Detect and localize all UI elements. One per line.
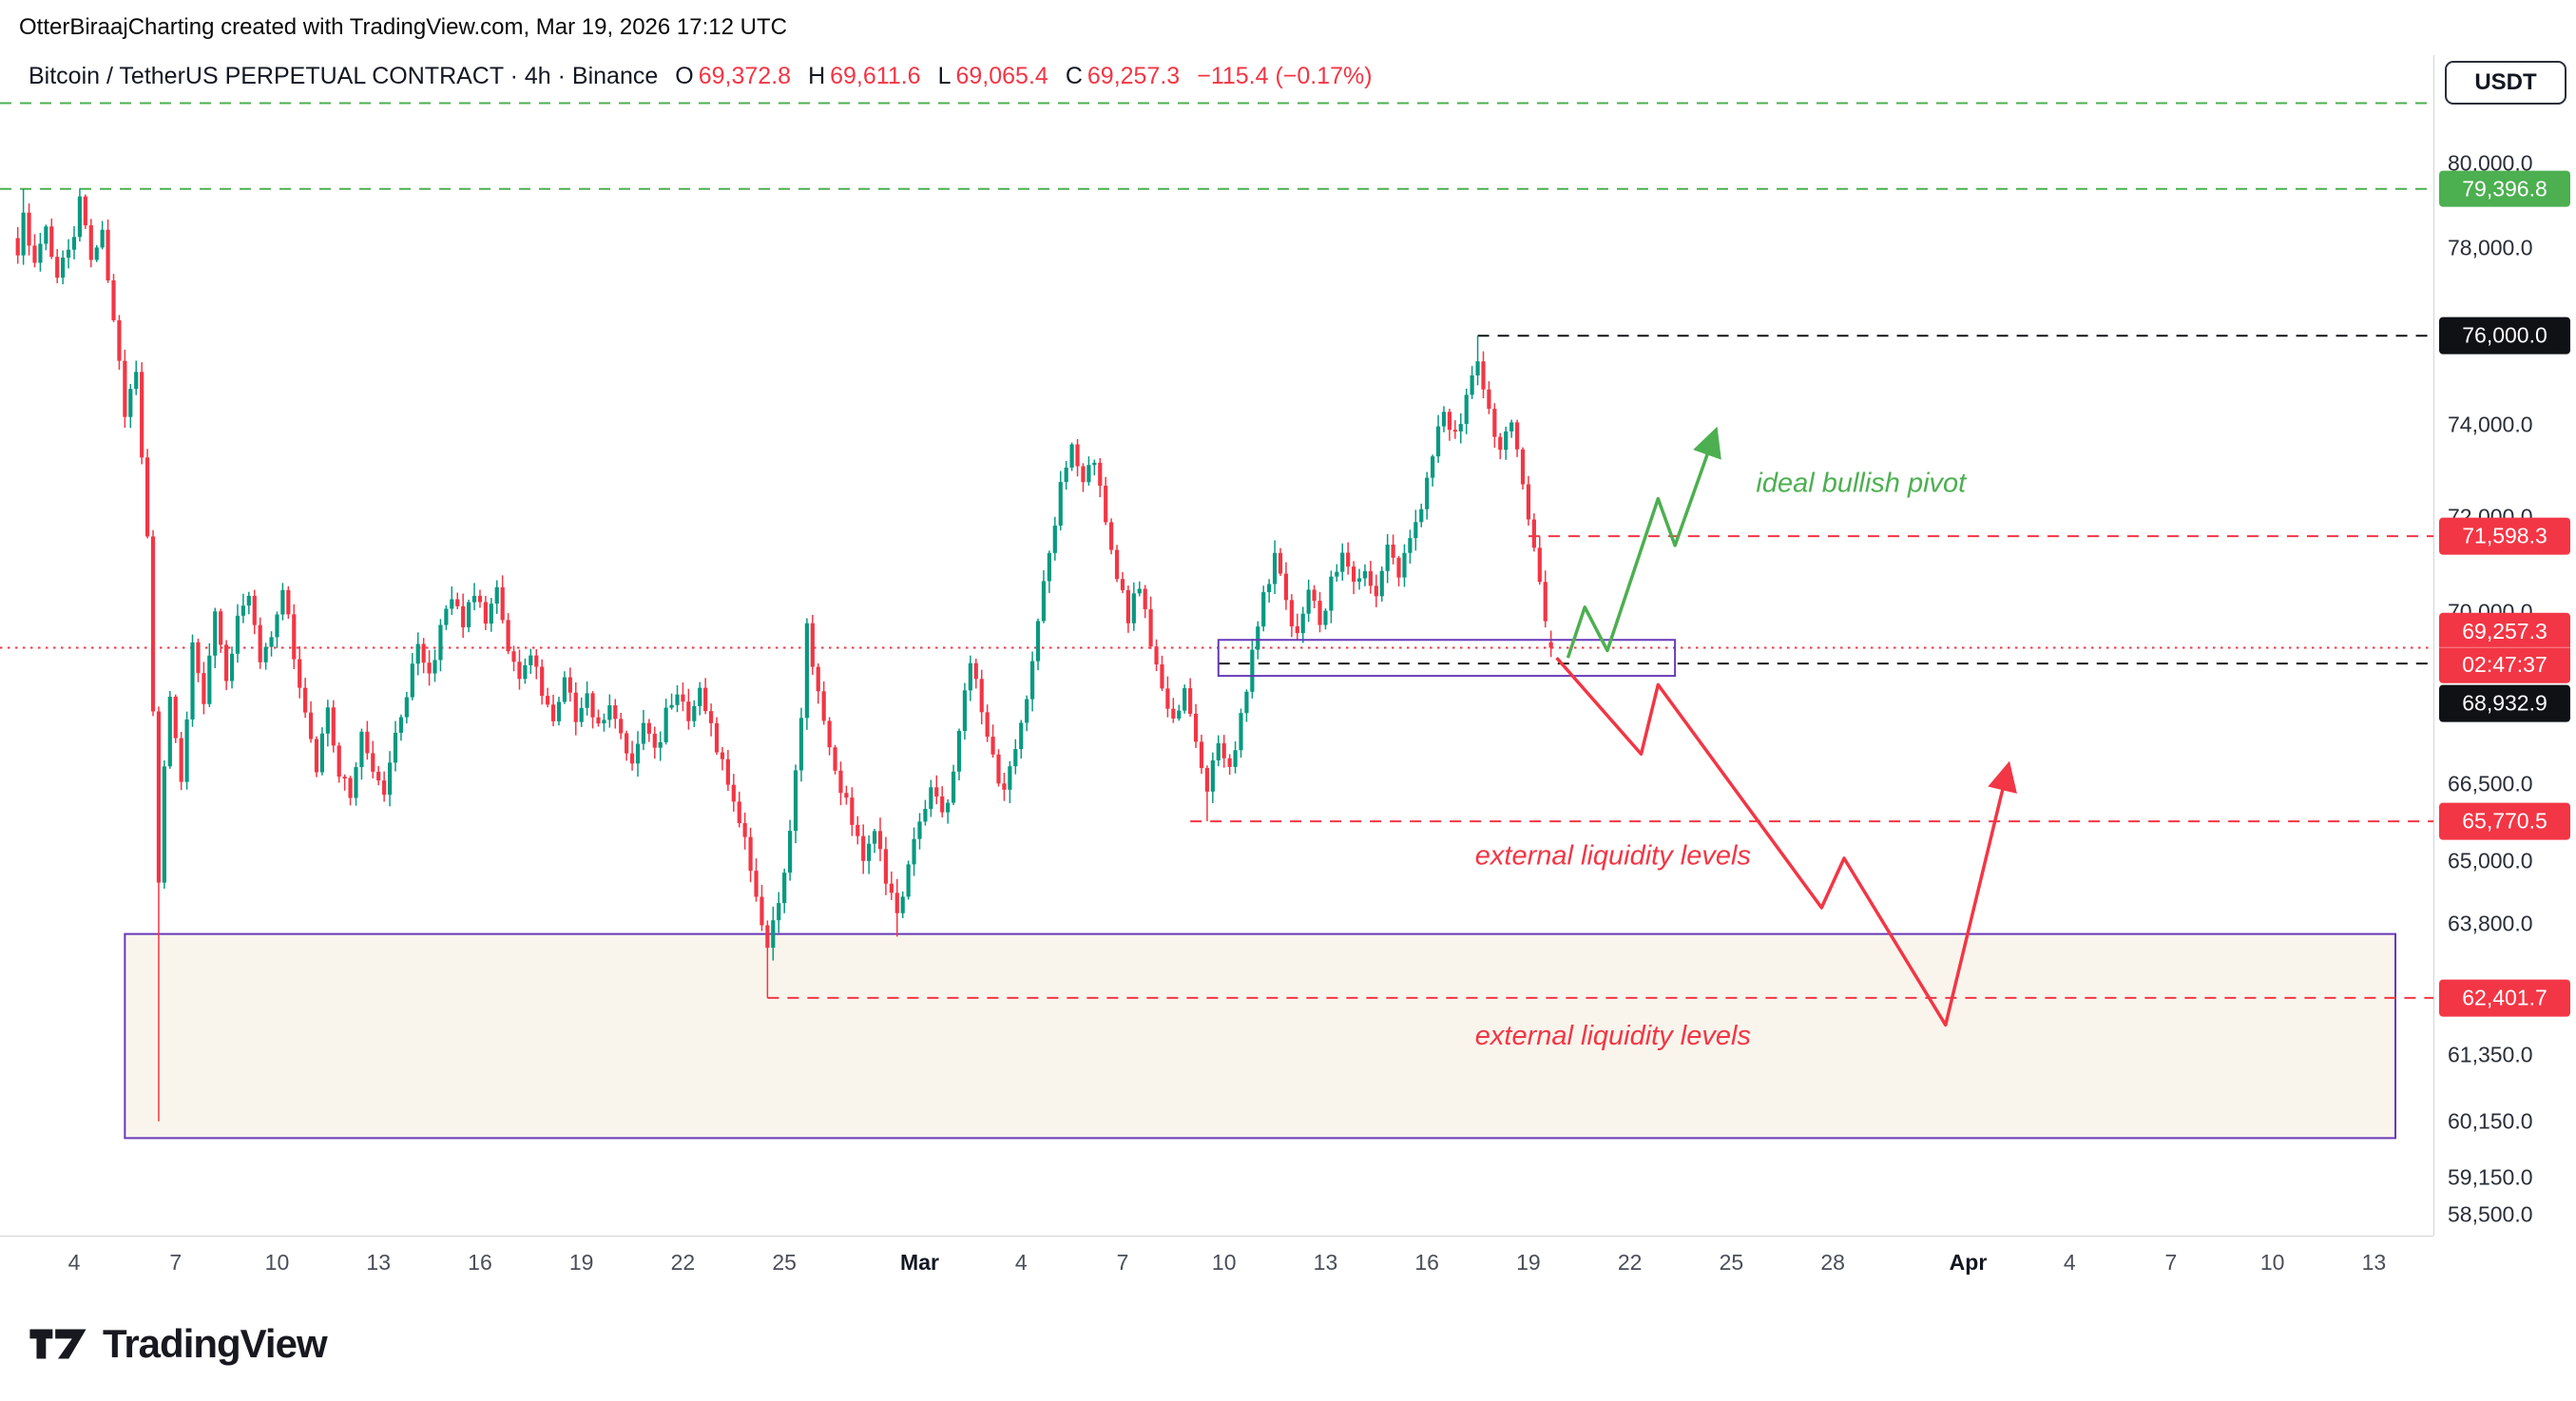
price-axis-label: 59,150.0: [2448, 1164, 2533, 1190]
chart-annotation: external liquidity levels: [1475, 1021, 1751, 1051]
price-axis-label: 65,000.0: [2448, 848, 2533, 873]
change-value: −115.4 (−0.17%): [1197, 63, 1373, 89]
ohlc-open-value: 69,372.8: [698, 63, 792, 89]
price-axis-label: 78,000.0: [2448, 235, 2533, 260]
time-axis-label: 19: [568, 1250, 594, 1275]
time-axis-label: 16: [468, 1250, 492, 1275]
external-liquidity-zone-box: [124, 932, 2396, 1140]
time-axis-label: 10: [2259, 1250, 2285, 1275]
countdown-badge: 02:47:37: [2439, 647, 2570, 679]
ohlc-high-label: H: [808, 63, 826, 89]
ohlc-close-value: 69,257.3: [1086, 63, 1181, 89]
time-axis-label: 7: [169, 1250, 183, 1275]
time-axis-label: 25: [1719, 1250, 1744, 1275]
ohlc-close: C 69,257.3: [1066, 63, 1180, 90]
time-axis-label: Mar: [900, 1250, 939, 1275]
time-axis-label: 13: [366, 1250, 392, 1275]
currency-usdt-button[interactable]: USDT: [2445, 61, 2566, 105]
price-axis[interactable]: 80,000.078,000.074,000.072,000.070,000.0…: [2433, 55, 2576, 1236]
bullish-scenario-arrow: [1566, 426, 1721, 659]
time-axis-label: 19: [1516, 1250, 1541, 1275]
ohlc-close-label: C: [1065, 63, 1083, 89]
current-price-badge: 69,257.3 02:47:37: [2439, 612, 2570, 683]
price-axis-label: 58,500.0: [2448, 1201, 2533, 1227]
time-axis-label: 28: [1820, 1250, 1845, 1275]
chart-region[interactable]: ideal bullish pivot external liquidity le…: [0, 55, 2576, 1295]
attribution-text: OtterBiraajCharting created with Trading…: [19, 14, 787, 40]
tradingview-logo-icon: [29, 1329, 87, 1359]
time-axis-label: 10: [1211, 1250, 1237, 1275]
time-axis[interactable]: 4 7 10 13 16 19 22 25 Mar 4 7 10 13 16 19 22 25 28 Apr 4 7 10…: [0, 1236, 2433, 1295]
bearish-scenario-arrow: [1555, 656, 2017, 1027]
time-axis-label: 22: [1617, 1250, 1643, 1275]
chart-canvas[interactable]: ideal bullish pivot external liquidity le…: [0, 55, 2576, 1295]
time-axis-label: 4: [67, 1250, 81, 1275]
price-axis-label: 61,350.0: [2448, 1042, 2533, 1067]
time-axis-label: 4: [1014, 1250, 1028, 1275]
chart-annotation: ideal bullish pivot: [1756, 468, 1968, 498]
ohlc-open: O 69,372.8: [675, 63, 791, 90]
price-axis-label: 63,800.0: [2448, 911, 2533, 936]
time-axis-label: 16: [1414, 1250, 1439, 1275]
level-badge-65770: 65,770.5: [2439, 802, 2570, 840]
time-axis-label: 7: [1116, 1250, 1129, 1275]
ohlc-open-label: O: [675, 63, 694, 89]
attribution-bar: OtterBiraajCharting created with Trading…: [0, 0, 2576, 55]
price-axis-label: 66,500.0: [2448, 771, 2533, 796]
demand-zone-box: [1217, 639, 1677, 678]
tradingview-logo[interactable]: TradingView: [29, 1321, 328, 1367]
candles: [15, 188, 1553, 1122]
level-badge-71598: 71,598.3: [2439, 517, 2570, 555]
level-badge-62401: 62,401.7: [2439, 979, 2570, 1017]
symbol-title: Bitcoin / TetherUS PERPETUAL CONTRACT · …: [29, 63, 659, 89]
level-badge-68932: 68,932.9: [2439, 684, 2570, 722]
time-axis-label: 7: [2164, 1250, 2178, 1275]
price-axis-label: 74,000.0: [2448, 412, 2533, 437]
price-axis-label: 60,150.0: [2448, 1108, 2533, 1134]
time-axis-label: 13: [1313, 1250, 1338, 1275]
time-axis-label: 25: [772, 1250, 797, 1275]
ohlc-low-label: L: [937, 63, 952, 89]
time-axis-label: 10: [264, 1250, 290, 1275]
time-axis-label: 13: [2361, 1250, 2387, 1275]
tradingview-wordmark: TradingView: [103, 1321, 328, 1366]
time-axis-label: 22: [670, 1250, 696, 1275]
symbol-legend: Bitcoin / TetherUS PERPETUAL CONTRACT · …: [29, 63, 1373, 90]
ohlc-low: L 69,065.4: [938, 63, 1048, 90]
time-axis-label: 4: [2063, 1250, 2076, 1275]
ohlc-high: H 69,611.6: [808, 63, 921, 90]
level-badge-76000: 76,000.0: [2439, 317, 2570, 355]
chart-annotation: external liquidity levels: [1475, 841, 1751, 872]
ohlc-low-value: 69,065.4: [955, 63, 1048, 89]
ohlc-high-value: 69,611.6: [830, 63, 921, 89]
time-axis-label: Apr: [1949, 1250, 1988, 1275]
level-badge-high: 79,396.8: [2439, 170, 2570, 208]
